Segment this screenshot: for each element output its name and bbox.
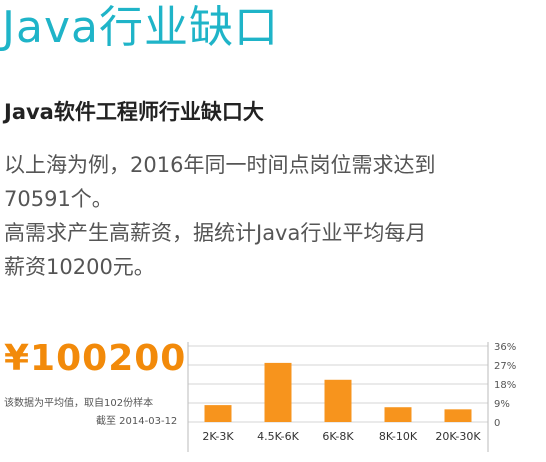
x-tick-label: 6K-8K	[322, 430, 354, 443]
bar	[444, 409, 472, 422]
description-line-3: 高需求产生高薪资，据统计Java行业平均每月	[4, 221, 427, 245]
bar	[264, 362, 292, 422]
sample-note: 该数据为平均值，取自102份样本	[4, 398, 154, 409]
salary-distribution-chart: 0 9% 18% 27% 36% 2K-3K 4.5K-6K 6K-8K 8K-10K 20K-3…	[187, 342, 516, 452]
x-tick-label: 2K-3K	[202, 430, 234, 443]
description-paragraph: 以上海为例，2016年同一时间点岗位需求达到 70591个。 高需求产生高薪资，…	[4, 148, 544, 284]
description-line-1: 以上海为例，2016年同一时间点岗位需求达到	[4, 153, 436, 177]
y-tick-label: 0	[494, 418, 500, 429]
x-tick-label: 4.5K-6K	[257, 430, 300, 443]
page-title: Java行业缺口	[2, 2, 279, 53]
x-tick-label: 20K-30K	[435, 430, 481, 443]
page-subtitle: Java软件工程师行业缺口大	[4, 100, 264, 124]
bar	[324, 379, 352, 422]
bar	[204, 405, 232, 422]
description-line-2: 70591个。	[4, 187, 113, 211]
average-salary: ¥100200	[4, 338, 187, 379]
date-note: 截至 2014-03-12	[96, 416, 178, 427]
y-tick-label: 18%	[494, 380, 516, 391]
description-line-4: 薪资10200元。	[4, 255, 155, 279]
y-tick-label: 36%	[494, 342, 516, 353]
salary-figure: ¥100200 该数据为平均值，取自102份样本 截至 2014-03-12 0…	[0, 330, 546, 462]
x-tick-label: 8K-10K	[379, 430, 418, 443]
y-tick-label: 9%	[494, 399, 510, 410]
y-tick-label: 27%	[494, 361, 516, 372]
bar	[384, 407, 412, 422]
